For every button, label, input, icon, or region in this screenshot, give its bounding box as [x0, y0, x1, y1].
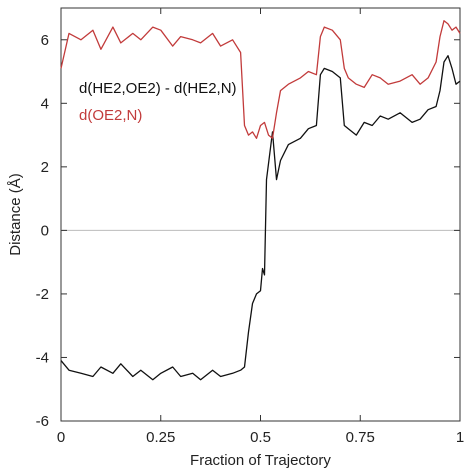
axis-tick-labels: 0 0.25 0.5 0.75 1 -6 -4 -2 0 2 4 6: [36, 32, 465, 446]
x-tick-label: 0: [57, 429, 65, 446]
legend: d(HE2,OE2) - d(HE2,N) d(OE2,N): [79, 80, 237, 124]
legend-entry-2: d(OE2,N): [79, 107, 142, 124]
series-line-2: [60, 20, 461, 139]
series-line-1: [60, 55, 461, 381]
y-tick-label: 0: [41, 222, 49, 239]
x-tick-label: 0.75: [346, 429, 375, 446]
x-tick-label: 1: [456, 429, 464, 446]
x-axis-title: Fraction of Trajectory: [190, 452, 331, 469]
axis-ticks: [60, 8, 461, 422]
y-tick-label: -4: [36, 349, 49, 366]
series-lines: [60, 20, 461, 381]
y-tick-label: -2: [36, 286, 49, 303]
y-tick-label: -6: [36, 413, 49, 430]
x-tick-label: 0.5: [250, 429, 271, 446]
legend-entry-1: d(HE2,OE2) - d(HE2,N): [79, 80, 237, 97]
x-tick-label: 0.25: [146, 429, 175, 446]
y-tick-label: 4: [41, 95, 49, 112]
plot-frame: [60, 7, 461, 422]
y-axis-title: Distance (Å): [7, 173, 24, 256]
y-tick-label: 6: [41, 32, 49, 49]
y-tick-label: 2: [41, 159, 49, 176]
